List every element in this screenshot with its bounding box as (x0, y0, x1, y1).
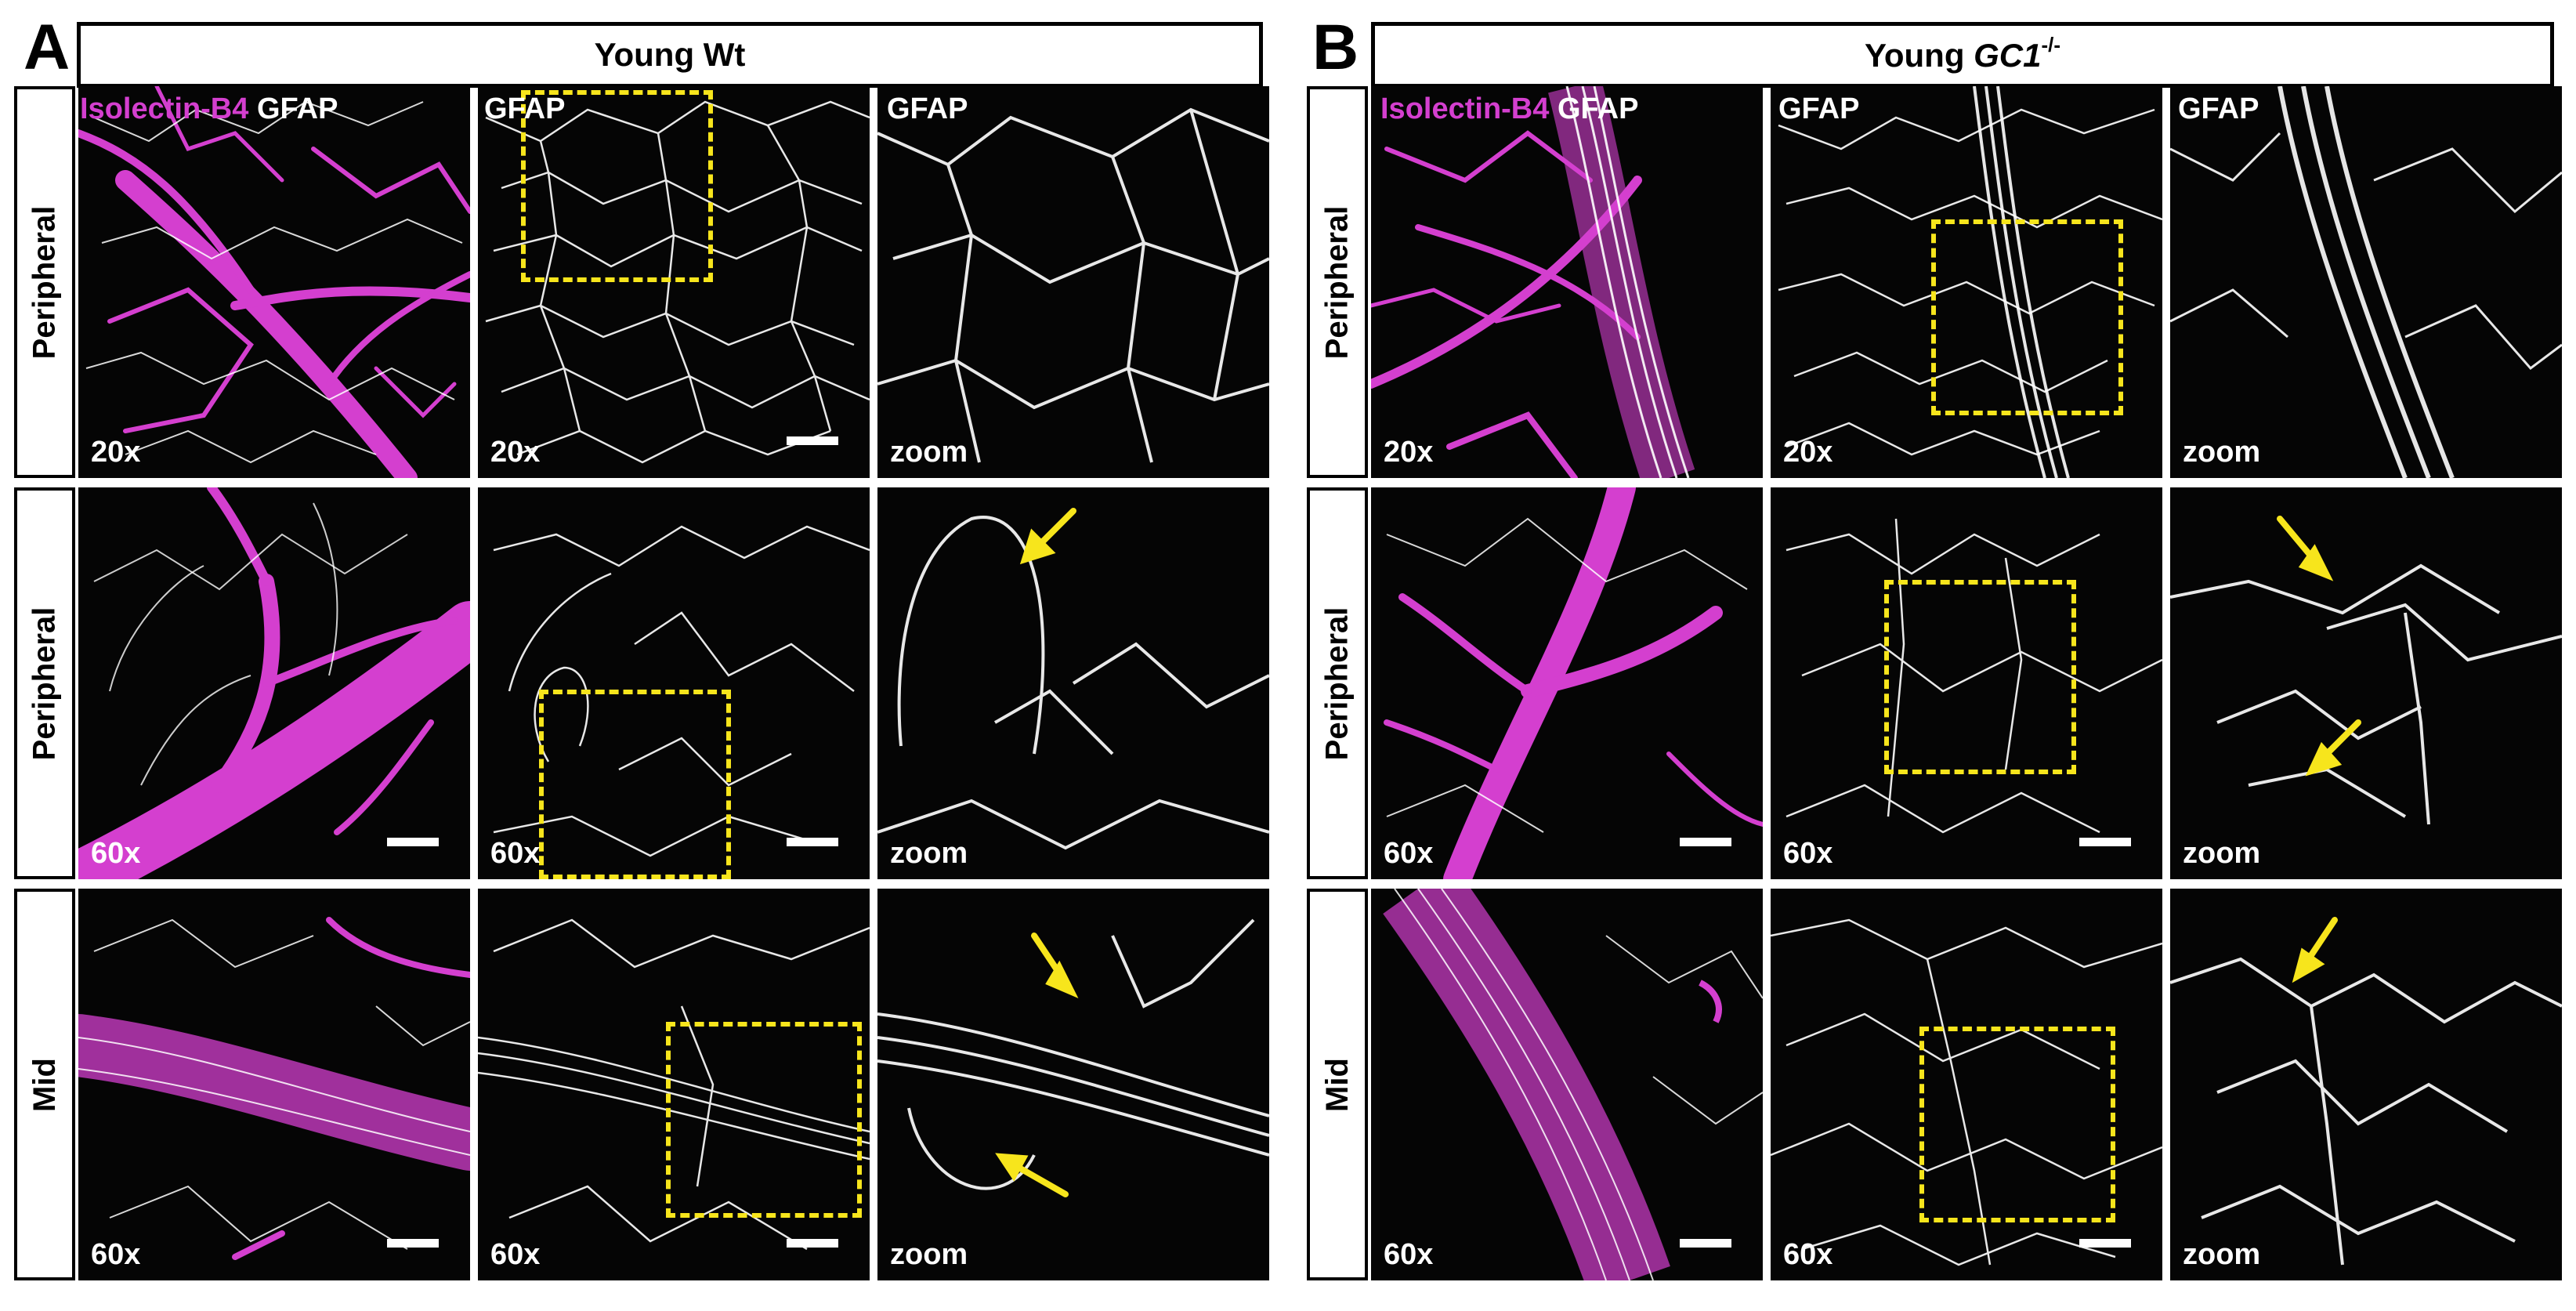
micrograph-b-zoom-r2: zoom (2170, 487, 2562, 879)
column-label-merge: Isolectin-B4 GFAP (80, 92, 338, 125)
inset-box (521, 90, 713, 282)
magnification-label: 60x (490, 1238, 541, 1271)
scale-bar (1680, 1239, 1731, 1248)
scale-bar (1680, 838, 1731, 846)
micrograph-b-gfap-r3: 60x (1771, 889, 2162, 1280)
magnification-label: 60x (91, 837, 141, 870)
micrograph-b-merge-r1: Isolectin-B4 GFAP 20x (1371, 86, 1763, 478)
panel-a-header: Young Wt (77, 22, 1263, 88)
micrograph-a-gfap-r1: GFAP 20x (478, 86, 870, 478)
row-label-b-1: Peripheral (1307, 86, 1368, 478)
scale-bar (2079, 838, 2131, 846)
magnification-label: 20x (1783, 436, 1833, 469)
magnification-label: 60x (490, 837, 541, 870)
zoom-label: zoom (890, 837, 968, 870)
inset-box (539, 690, 731, 879)
scale-bar (2079, 1239, 2131, 1248)
panel-a-title: Young Wt (594, 36, 746, 73)
magnification-label: 60x (1384, 837, 1434, 870)
column-label-zoom: GFAP (2178, 92, 2259, 125)
micrograph-a-merge-r2: 60x (78, 487, 470, 879)
panel-b-title: Young GC1-/- (1864, 32, 2061, 74)
magnification-label: 60x (91, 1238, 141, 1271)
row-label-b-3: Mid (1307, 889, 1368, 1280)
zoom-label: zoom (890, 1238, 968, 1271)
panel-letter-b: B (1312, 12, 1359, 83)
zoom-label: zoom (2183, 837, 2261, 870)
panel-b-header: Young GC1-/- (1371, 22, 2554, 88)
micrograph-a-gfap-r3: 60x (478, 889, 870, 1280)
inset-box (1931, 219, 2123, 415)
row-label-a-3: Mid (14, 889, 75, 1280)
row-label-a-1: Peripheral (14, 86, 75, 478)
magnification-label: 20x (1384, 436, 1434, 469)
micrograph-a-zoom-r3: zoom (877, 889, 1269, 1280)
micrograph-a-merge-r3: 60x (78, 889, 470, 1280)
zoom-label: zoom (2183, 436, 2261, 469)
magnification-label: 60x (1384, 1238, 1434, 1271)
scale-bar (787, 436, 838, 445)
inset-box (1884, 580, 2076, 774)
micrograph-b-zoom-r1: GFAP zoom (2170, 86, 2562, 478)
magnification-label: 60x (1783, 837, 1833, 870)
micrograph-a-gfap-r2: 60x (478, 487, 870, 879)
zoom-label: zoom (2183, 1238, 2261, 1271)
zoom-label: zoom (890, 436, 968, 469)
row-label-b-2: Peripheral (1307, 487, 1368, 879)
row-label-a-2: Peripheral (14, 487, 75, 879)
panel-letter-a: A (24, 12, 71, 83)
magnification-label: 20x (490, 436, 541, 469)
scale-bar (787, 838, 838, 846)
micrograph-a-zoom-r1: GFAP zoom (877, 86, 1269, 478)
column-label-merge: Isolectin-B4 GFAP (1380, 92, 1639, 125)
micrograph-a-zoom-r2: zoom (877, 487, 1269, 879)
column-label-gfap: GFAP (1778, 92, 1860, 125)
scale-bar (387, 1239, 439, 1248)
micrograph-b-zoom-r3: zoom (2170, 889, 2562, 1280)
inset-box (666, 1022, 862, 1218)
scale-bar (387, 838, 439, 846)
column-label-zoom: GFAP (887, 92, 968, 125)
micrograph-a-merge-r1: Isolectin-B4 GFAP 20x (78, 86, 470, 478)
inset-box (1919, 1027, 2115, 1222)
micrograph-b-gfap-r2: 60x (1771, 487, 2162, 879)
micrograph-b-merge-r3: 60x (1371, 889, 1763, 1280)
arrow-icon (1034, 550, 1035, 551)
micrograph-b-gfap-r1: GFAP 20x (1771, 86, 2162, 478)
column-label-gfap: GFAP (484, 92, 566, 125)
magnification-label: 60x (1783, 1238, 1833, 1271)
magnification-label: 20x (91, 436, 141, 469)
micrograph-b-merge-r2: 60x (1371, 487, 1763, 879)
scale-bar (787, 1239, 838, 1248)
